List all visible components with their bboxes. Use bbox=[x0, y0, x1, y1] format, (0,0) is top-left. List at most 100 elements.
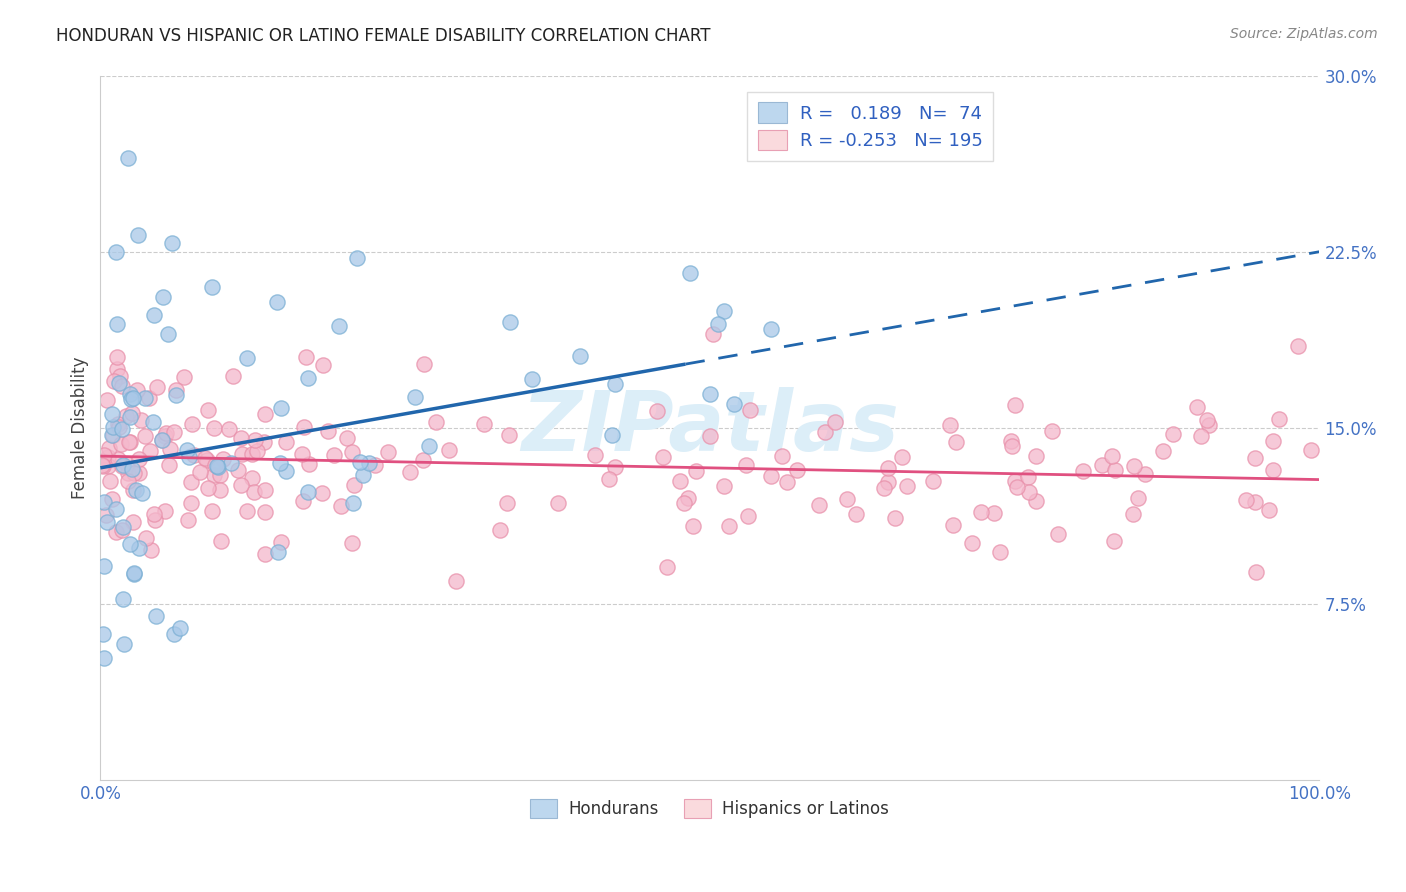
Point bbox=[135, 531, 157, 545]
Point bbox=[118, 435, 141, 450]
Point bbox=[169, 621, 191, 635]
Point bbox=[138, 392, 160, 406]
Point bbox=[412, 452, 434, 467]
Point bbox=[1122, 507, 1144, 521]
Point bbox=[266, 295, 288, 310]
Point bbox=[1234, 493, 1257, 508]
Point bbox=[1161, 427, 1184, 442]
Point bbox=[412, 357, 434, 371]
Point bbox=[343, 478, 366, 492]
Point bbox=[603, 376, 626, 391]
Point bbox=[134, 392, 156, 406]
Point bbox=[425, 415, 447, 429]
Point bbox=[499, 315, 522, 329]
Point bbox=[404, 390, 426, 404]
Point bbox=[1004, 398, 1026, 412]
Point bbox=[122, 467, 145, 481]
Point bbox=[364, 458, 387, 472]
Point bbox=[93, 495, 115, 509]
Point bbox=[1047, 526, 1070, 541]
Point bbox=[1133, 467, 1156, 481]
Point bbox=[131, 485, 153, 500]
Point bbox=[962, 536, 984, 550]
Point bbox=[208, 483, 231, 498]
Point bbox=[107, 419, 129, 434]
Point bbox=[1261, 434, 1284, 448]
Point bbox=[122, 566, 145, 581]
Point bbox=[770, 450, 793, 464]
Point bbox=[128, 541, 150, 555]
Point bbox=[292, 420, 315, 434]
Point bbox=[112, 458, 135, 472]
Point bbox=[939, 417, 962, 432]
Point bbox=[685, 464, 707, 478]
Point bbox=[1071, 464, 1094, 478]
Point bbox=[180, 475, 202, 489]
Y-axis label: Female Disability: Female Disability bbox=[72, 357, 89, 500]
Point bbox=[235, 351, 257, 365]
Point bbox=[176, 443, 198, 458]
Point bbox=[603, 460, 626, 475]
Point bbox=[153, 429, 176, 443]
Point bbox=[1101, 449, 1123, 463]
Point bbox=[91, 627, 114, 641]
Point bbox=[188, 465, 211, 479]
Point bbox=[418, 439, 440, 453]
Point bbox=[93, 449, 115, 463]
Text: HONDURAN VS HISPANIC OR LATINO FEMALE DISABILITY CORRELATION CHART: HONDURAN VS HISPANIC OR LATINO FEMALE DI… bbox=[56, 27, 711, 45]
Point bbox=[883, 510, 905, 524]
Point bbox=[876, 460, 898, 475]
Point bbox=[723, 397, 745, 411]
Point bbox=[679, 266, 702, 280]
Point bbox=[1017, 469, 1039, 483]
Point bbox=[117, 457, 139, 471]
Point bbox=[520, 372, 543, 386]
Point bbox=[1102, 533, 1125, 548]
Point bbox=[669, 475, 692, 489]
Point bbox=[105, 502, 128, 516]
Point bbox=[231, 431, 253, 445]
Point bbox=[118, 537, 141, 551]
Point bbox=[111, 379, 134, 393]
Point bbox=[195, 453, 218, 467]
Point bbox=[1091, 458, 1114, 472]
Point bbox=[152, 290, 174, 304]
Point bbox=[329, 500, 352, 514]
Point bbox=[1025, 449, 1047, 463]
Point bbox=[921, 474, 943, 488]
Point bbox=[96, 508, 118, 522]
Point bbox=[444, 574, 467, 588]
Point bbox=[134, 428, 156, 442]
Point bbox=[759, 322, 782, 336]
Point bbox=[1122, 459, 1144, 474]
Point bbox=[439, 443, 461, 458]
Point bbox=[97, 442, 120, 456]
Point bbox=[204, 458, 226, 472]
Point bbox=[318, 424, 340, 438]
Point bbox=[97, 450, 120, 464]
Point bbox=[155, 426, 177, 441]
Point bbox=[1258, 503, 1281, 517]
Point bbox=[242, 484, 264, 499]
Point bbox=[97, 459, 120, 474]
Point bbox=[98, 475, 121, 489]
Point bbox=[117, 475, 139, 489]
Point bbox=[598, 472, 620, 486]
Point bbox=[297, 371, 319, 385]
Point bbox=[202, 421, 225, 435]
Point bbox=[602, 428, 624, 442]
Point bbox=[1189, 429, 1212, 443]
Point bbox=[128, 452, 150, 467]
Point bbox=[651, 450, 673, 464]
Point bbox=[266, 545, 288, 559]
Point bbox=[142, 507, 165, 521]
Point bbox=[472, 417, 495, 431]
Point bbox=[101, 419, 124, 434]
Point bbox=[127, 228, 149, 243]
Point bbox=[759, 468, 782, 483]
Point bbox=[835, 491, 858, 506]
Point bbox=[740, 402, 762, 417]
Point bbox=[1243, 495, 1265, 509]
Point bbox=[876, 475, 898, 489]
Point bbox=[110, 422, 132, 436]
